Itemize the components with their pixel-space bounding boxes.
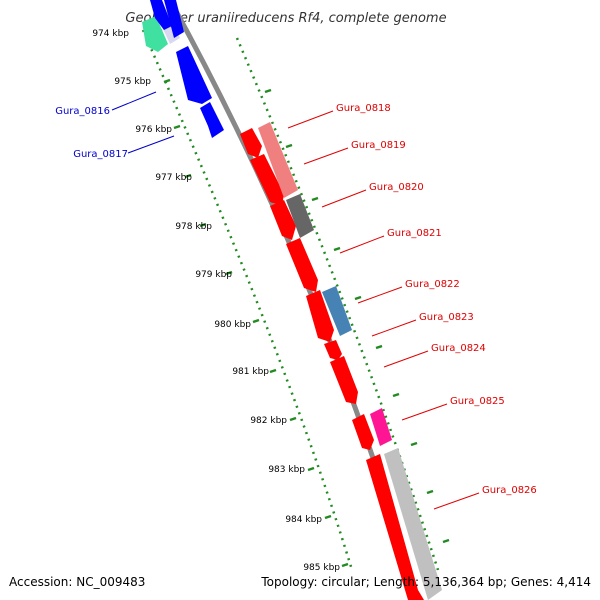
tick-label: 977 kbp (155, 173, 192, 183)
gene-label-gura-0819[interactable]: Gura_0819 (351, 140, 406, 151)
tick-label: 984 kbp (285, 515, 322, 525)
feature-dark-gray (286, 194, 314, 238)
label-leader (321, 189, 367, 208)
inner-tick-marks (155, 28, 349, 568)
tick-label: 985 kbp (303, 563, 340, 573)
label-leader (287, 110, 334, 129)
gene-arrow-gura-0826[interactable] (366, 454, 424, 600)
gene-label-gura-0823[interactable]: Gura_0823 (419, 312, 474, 323)
gene-label-gura-0824[interactable]: Gura_0824 (431, 343, 486, 354)
label-leader (127, 135, 175, 154)
gene-arrow[interactable] (164, 0, 184, 38)
feature-teal (142, 16, 168, 52)
tick-label: 979 kbp (195, 270, 232, 280)
map-title: Geobacter uraniireducens Rf4, complete g… (125, 11, 446, 26)
reverse-gene-labels: Gura_0816 Gura_0817 (55, 91, 175, 160)
gene-arrow-gura-0819[interactable] (250, 154, 284, 206)
tick-label: 983 kbp (268, 465, 305, 475)
tick-label: 982 kbp (250, 416, 287, 426)
label-leader (383, 350, 429, 368)
gene-label-gura-0825[interactable]: Gura_0825 (450, 396, 505, 407)
label-leader (357, 286, 403, 304)
accession-text: Accession: NC_009483 (9, 575, 145, 589)
feature-light-gray (384, 448, 442, 600)
feature-magenta (370, 408, 392, 446)
ruler-outer (235, 37, 440, 571)
forward-gene-labels: Gura_0818 Gura_0819 Gura_0820 Gura_0821 … (287, 103, 537, 510)
gene-arrow-gura-0823[interactable] (324, 340, 342, 360)
label-leader (303, 147, 349, 165)
label-leader (401, 403, 448, 421)
tick-label: 980 kbp (214, 320, 251, 330)
gene-arrow-gura-0822[interactable] (306, 290, 334, 342)
outer-tick-marks (264, 88, 450, 544)
tick-label: 976 kbp (135, 125, 172, 135)
gene-label-gura-0818[interactable]: Gura_0818 (336, 103, 391, 114)
gene-label-gura-0821[interactable]: Gura_0821 (387, 228, 442, 239)
ruler-inner (141, 29, 354, 571)
gene-label-gura-0822[interactable]: Gura_0822 (405, 279, 460, 290)
tick-label: 981 kbp (232, 367, 269, 377)
gene-arrow[interactable] (150, 0, 172, 30)
tick-label: 975 kbp (114, 77, 151, 87)
gene-arrow-gura-0817[interactable] (200, 102, 224, 138)
tick-label: 974 kbp (92, 29, 129, 39)
reverse-gene-arrows (150, 0, 224, 138)
label-leader (111, 91, 157, 111)
gene-label-gura-0826[interactable]: Gura_0826 (482, 485, 537, 496)
genome-summary-text: Topology: circular; Length: 5,136,364 bp… (260, 575, 591, 589)
feature-pink (258, 122, 298, 198)
gene-arrow-gura-0820[interactable] (270, 200, 296, 240)
gene-arrow-gura-0821[interactable] (286, 238, 318, 292)
forward-gene-arrows (240, 128, 424, 600)
tick-labels: 974 kbp 975 kbp 976 kbp 977 kbp 978 kbp … (92, 29, 340, 573)
gene-arrow-gura-0816[interactable] (176, 46, 212, 104)
gene-label-gura-0817[interactable]: Gura_0817 (73, 149, 128, 160)
gene-label-gura-0820[interactable]: Gura_0820 (369, 182, 424, 193)
label-leader (371, 319, 417, 337)
label-leader (433, 492, 480, 510)
gene-arrow-gura-0825[interactable] (352, 414, 374, 450)
feature-steel-blue (322, 286, 352, 336)
gene-arrow-gura-0818[interactable] (240, 128, 262, 158)
gene-label-gura-0816[interactable]: Gura_0816 (55, 106, 110, 117)
tick-label: 978 kbp (175, 222, 212, 232)
gene-arrow-gura-0824[interactable] (330, 356, 358, 404)
label-leader (339, 235, 385, 254)
